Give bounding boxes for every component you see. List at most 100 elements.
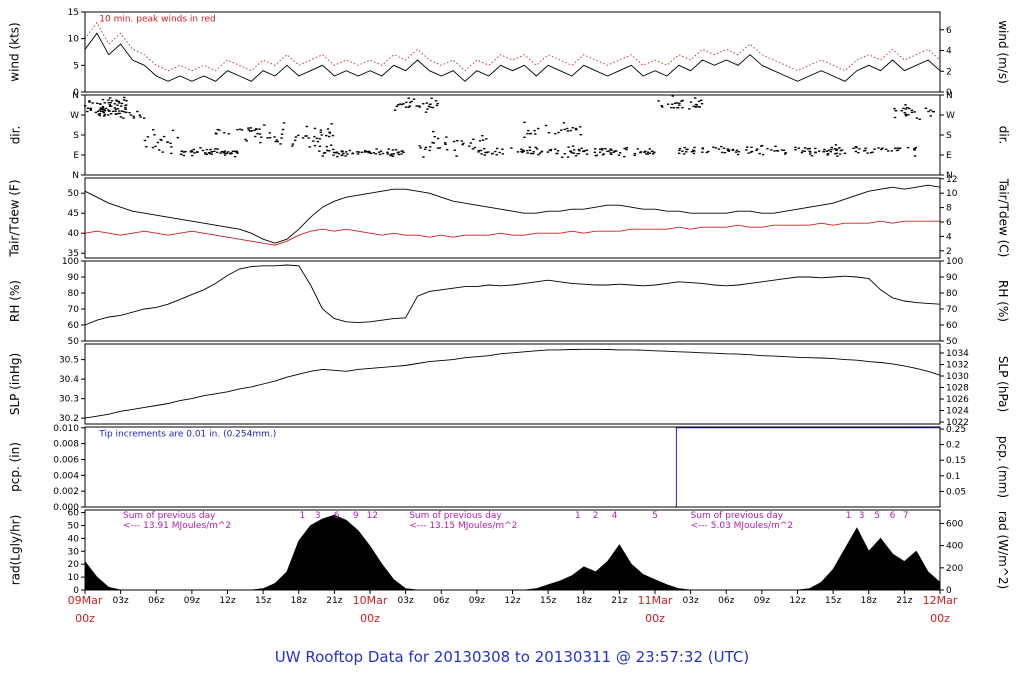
- x-day-label: 11Mar: [638, 594, 673, 607]
- panel-annotation: <--- 13.91 MJoules/m^2: [123, 521, 231, 531]
- y-tick-label-right: 70: [946, 305, 958, 315]
- cumulative-mark: 1: [846, 511, 852, 521]
- y-tick-label-right: 12: [946, 175, 957, 185]
- y-tick-label-left: 0.000: [53, 503, 79, 513]
- y-tick-label-left: 35: [68, 249, 79, 259]
- x-hour-label: 12z: [504, 596, 520, 606]
- y-tick-label-right: 80: [946, 289, 958, 299]
- y-tick-label-right: 8: [946, 204, 952, 214]
- y-tick-label-left: 50: [68, 189, 80, 199]
- x-day-label: 10Mar: [353, 594, 388, 607]
- chart-title: UW Rooftop Data for 20130308 to 20130311…: [274, 648, 750, 666]
- y-tick-label-right: 1028: [946, 384, 969, 394]
- y-tick-label-right: 200: [946, 564, 963, 574]
- y-tick-label-left: E: [73, 151, 79, 161]
- series-wind-average-kts: [84, 32, 941, 82]
- y-tick-label-left: 0: [73, 88, 79, 98]
- cumulative-mark: 6: [890, 511, 896, 521]
- x-hour-label: 18z: [861, 596, 877, 606]
- x-hour-label: 15z: [540, 596, 556, 606]
- y-tick-label-left: 70: [68, 305, 80, 315]
- y-tick-label-left: 50: [68, 337, 80, 347]
- cumulative-mark: 7: [903, 511, 909, 521]
- x-hour-label: 03z: [683, 596, 699, 606]
- y-tick-label-right: 1022: [946, 418, 969, 428]
- panel-wind-box: [84, 11, 941, 93]
- y-tick-label-right: 1034: [946, 349, 969, 359]
- x-hour-label: 12z: [789, 596, 805, 606]
- x-hour-label: 06z: [433, 596, 449, 606]
- x-hour-label: 06z: [148, 596, 164, 606]
- y-tick-label-left: 80: [68, 289, 80, 299]
- y-tick-label-right: 90: [946, 273, 958, 283]
- y-tick-label-left: N: [72, 171, 79, 181]
- cumulative-mark: 4: [612, 511, 618, 521]
- y-tick-label-right: S: [946, 131, 952, 141]
- series-wind-10min-peak-kts: [84, 21, 941, 72]
- x-hour-label: 09z: [754, 596, 770, 606]
- y-tick-label-right: 50: [946, 337, 958, 347]
- panel-dir-box: [84, 94, 941, 176]
- y-tick-label-right: 0.05: [946, 487, 966, 497]
- x-axis: 09Mar 00z 03z 06z 09z 12z 15z 18z 21z 10Mar 00z 03z…: [68, 590, 958, 625]
- y-tick-label-left: 50: [68, 521, 80, 531]
- y-tick-label-right: 10: [946, 189, 958, 199]
- y-tick-label-left: 40: [68, 534, 80, 544]
- panel-temp: 35 40 45 50 2 4 6 8 10 12: [68, 175, 958, 259]
- series-air-temperature-f: [84, 184, 941, 244]
- panel-pcp-box: [84, 426, 941, 508]
- y-tick-label-left: 0.010: [53, 424, 79, 434]
- x-hour-label: 21z: [896, 596, 912, 606]
- panel-rh-box: [84, 260, 941, 342]
- cumulative-mark: 1: [299, 511, 305, 521]
- x-hour-label: 03z: [398, 596, 414, 606]
- x-hour-label: 09z: [184, 596, 200, 606]
- cumulative-mark: 12: [367, 511, 378, 521]
- x-hour-label: 15z: [825, 596, 841, 606]
- y-tick-label-right: 0.1: [946, 472, 960, 482]
- cumulative-mark: 6: [334, 511, 340, 521]
- y-tick-label-right: 2: [946, 247, 952, 257]
- y-tick-label-left: 30: [68, 547, 80, 557]
- panel-annotation: <--- 5.03 MJoules/m^2: [691, 521, 793, 531]
- y-tick-label-right: N: [946, 171, 953, 181]
- y-tick-label-right: 6: [946, 26, 952, 36]
- y-tick-label-left: 60: [68, 321, 80, 331]
- y-tick-label-right: 0.15: [946, 456, 966, 466]
- y-tick-label-right: 1030: [946, 372, 969, 382]
- y-tick-label-right: 1024: [946, 407, 969, 417]
- cumulative-mark: 1: [575, 511, 581, 521]
- y-tick-label-right: 0.2: [946, 441, 960, 451]
- cumulative-mark: 3: [859, 511, 865, 521]
- y-tick-label-left: W: [70, 111, 79, 121]
- y-tick-label-left: 30.2: [59, 414, 79, 424]
- cumulative-mark: 9: [353, 511, 359, 521]
- y-tick-label-right: N: [946, 91, 953, 101]
- y-tick-label-left: 40: [68, 229, 80, 239]
- y-tick-label-right: 2: [946, 67, 952, 77]
- y-tick-label-left: 0.002: [53, 487, 79, 497]
- panel-slp: 30.230.330.430.5102210241026102810301032…: [59, 343, 969, 428]
- panel-annotation: <--- 13.15 MJoules/m^2: [409, 521, 517, 531]
- series-dewpoint-temperature-f: [84, 220, 940, 246]
- cumulative-mark: 5: [874, 511, 880, 521]
- y-tick-label-left: 45: [68, 209, 79, 219]
- panel-annotation: Sum of previous day: [691, 511, 784, 521]
- series-cumulative-precip-in: [85, 427, 940, 508]
- panel-annotation: Sum of previous day: [409, 511, 502, 521]
- y-tick-label-right: 0: [946, 88, 952, 98]
- cumulative-mark: 3: [315, 511, 321, 521]
- y-tick-label-left: 15: [68, 8, 79, 18]
- x-day-hour-label: 00z: [645, 612, 665, 625]
- x-day-label: 09Mar: [68, 594, 103, 607]
- x-day-hour-label: 00z: [930, 612, 950, 625]
- y-tick-label-right: 100: [946, 257, 963, 267]
- y-tick-label-right: E: [946, 151, 952, 161]
- y-tick-label-left: 0.004: [53, 471, 79, 481]
- y-tick-label-right: 0: [946, 586, 952, 596]
- x-hour-label: 18z: [576, 596, 592, 606]
